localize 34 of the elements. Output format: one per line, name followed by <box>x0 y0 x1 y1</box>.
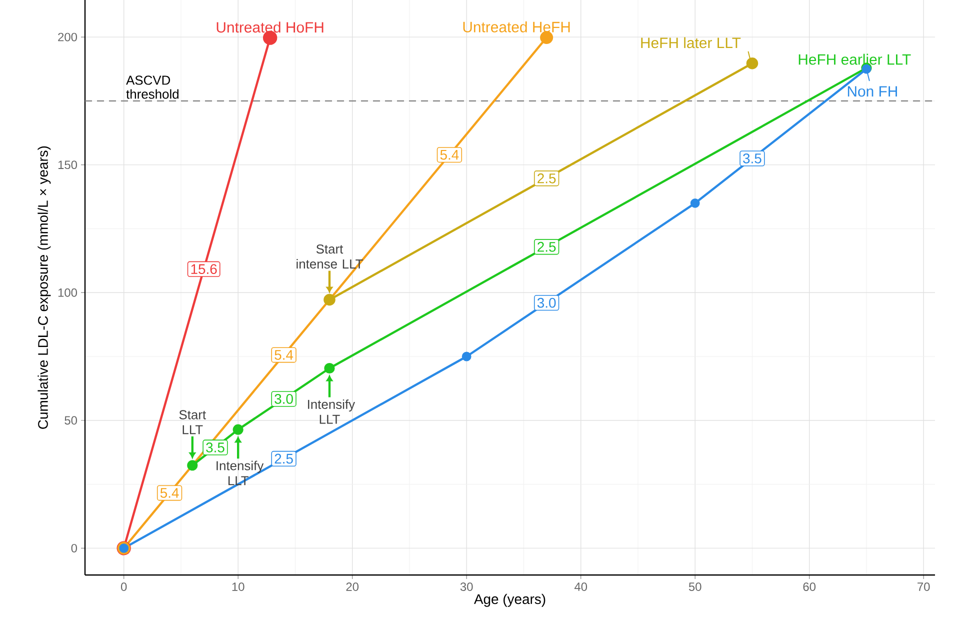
y-tick-label: 200 <box>58 32 78 42</box>
annotation: 3.0 <box>537 298 556 308</box>
y-tick-label: 150 <box>58 160 78 170</box>
x-tick-label: 30 <box>460 582 473 591</box>
annotation: 5.4 <box>274 350 294 360</box>
ref-line-label: ASCVD threshold <box>126 76 178 99</box>
x-tick-label: 10 <box>232 582 244 591</box>
series-label: Untreated HoFH <box>216 22 324 33</box>
series-label: Untreated HeFH <box>463 21 570 32</box>
x-tick-label: 0 <box>120 582 127 591</box>
y-tick-label: 100 <box>58 288 78 297</box>
annotation: 2.5 <box>274 454 293 464</box>
legend-label: Non FH <box>848 86 897 97</box>
annotation: 2.5 <box>538 242 556 252</box>
x-tick-label: 50 <box>688 582 702 591</box>
y-tick-label: 50 <box>64 416 78 425</box>
x-tick-label: 70 <box>918 582 930 591</box>
annotation: 2.5 <box>538 173 556 184</box>
annotation: Start LLT <box>179 410 206 434</box>
annotation: 15.6 <box>191 264 217 274</box>
series-label: HeFH earlier LLT <box>798 54 911 65</box>
y-tick-label: 0 <box>71 544 78 552</box>
annotation: 5.4 <box>160 488 179 498</box>
annotation: 3.5 <box>743 153 762 164</box>
series-label: HeFH later LLT <box>641 37 741 48</box>
x-tick-label: 20 <box>346 582 359 591</box>
annotation: 3.5 <box>206 442 224 452</box>
y-axis-title: Cumulative LDL-C exposure (mmol/L × years) <box>38 146 51 429</box>
x-axis-title: Age (years) <box>474 594 546 607</box>
x-tick-label: 60 <box>803 582 816 591</box>
annotation: 3.0 <box>274 394 293 404</box>
annotation: 5.4 <box>440 150 459 160</box>
annotation: Intensify LLT <box>308 399 356 424</box>
x-tick-label: 40 <box>574 582 588 591</box>
